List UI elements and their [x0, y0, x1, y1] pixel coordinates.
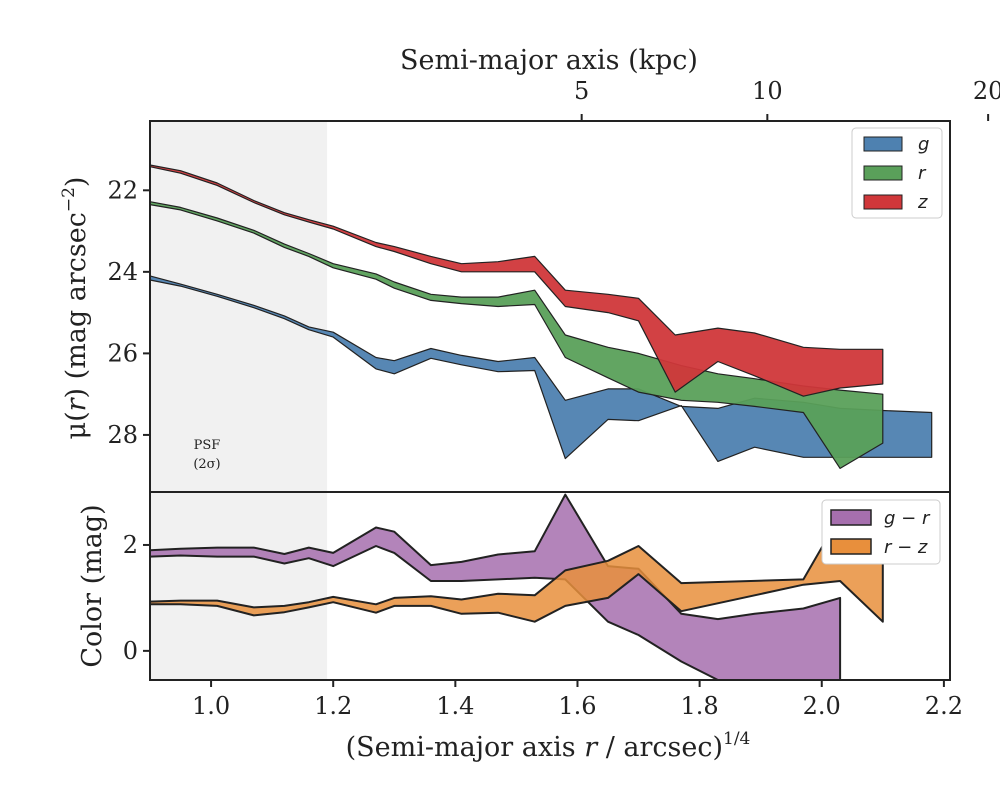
legend-label-z: z — [917, 192, 928, 213]
top-legend: g r z — [851, 127, 943, 219]
x-tick-label: 2.2 — [925, 692, 963, 720]
x-tick-label: 1.4 — [436, 692, 474, 720]
top-tick-label: 5 — [574, 77, 589, 105]
y-tick-label: 24 — [107, 258, 138, 286]
surface-brightness-band-r — [149, 201, 884, 469]
bottom-axis-ticks: 1.0 1.2 1.4 1.6 1.8 2.0 2.2 — [192, 680, 963, 720]
x-tick-label: 1.0 — [192, 692, 230, 720]
x-tick-label: 1.2 — [314, 692, 352, 720]
bottom-legend: g − r r − z — [821, 499, 941, 565]
legend-swatch-r — [863, 165, 903, 181]
surface-brightness-band-g — [149, 275, 933, 462]
bottom-panel-psf-band — [150, 492, 328, 680]
bottom-panel-frame — [149, 491, 951, 681]
y-tick-label: 0 — [123, 637, 138, 665]
bottom-panel-y-ticks: 02 — [123, 531, 150, 665]
bottom-panel-y-axis-title: Color (mag) — [77, 504, 108, 667]
surface-brightness-band-z — [149, 164, 884, 397]
top-tick-label: 10 — [752, 77, 783, 105]
bottom-axis-title: (Semi-major axis r / arcsec)1/4 — [346, 729, 751, 763]
psf-label-line2: (2σ) — [193, 457, 220, 472]
legend-label-r: r — [918, 163, 927, 184]
legend-label-g-r: g − r — [884, 508, 931, 529]
x-tick-label: 1.6 — [558, 692, 596, 720]
y-tick-label: 22 — [107, 176, 138, 204]
color-band-rz — [149, 514, 884, 623]
top-axis-ticks: 51020305075100 — [574, 77, 1000, 121]
top-tick-label: 20 — [973, 77, 1000, 105]
legend-swatch-g — [863, 136, 903, 152]
top-panel-series — [149, 164, 933, 469]
top-axis-title: Semi-major axis (kpc) — [400, 45, 698, 76]
legend-swatch-r-z — [830, 538, 872, 555]
psf-label-line1: PSF — [194, 438, 221, 453]
top-panel-y-axis-title: μ(r) (mag arcsec−2) — [59, 177, 92, 440]
legend-swatch-g-r — [830, 509, 872, 526]
y-tick-label: 28 — [107, 421, 138, 449]
legend-label-r-z: r − z — [884, 537, 928, 558]
legend-swatch-z — [863, 194, 903, 210]
y-tick-label: 26 — [107, 339, 138, 367]
legend-label-g: g — [918, 134, 929, 155]
y-tick-label: 2 — [123, 531, 138, 559]
x-tick-label: 2.0 — [803, 692, 841, 720]
top-panel-y-ticks: 22 24 26 28 — [107, 176, 150, 449]
top-panel-psf-band — [150, 121, 328, 492]
color-panel: 02 1.0 1.2 1.4 1.6 1.8 2.0 2.2 g − r r − z — [123, 491, 963, 720]
surface-brightness-panel: 22 24 26 28 PSF (2σ) g r z — [107, 120, 951, 493]
x-tick-label: 1.8 — [681, 692, 719, 720]
